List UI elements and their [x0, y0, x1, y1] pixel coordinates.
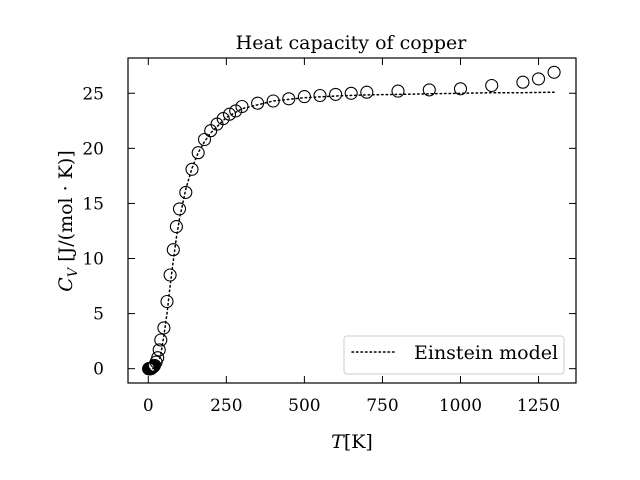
data-point — [185, 162, 199, 176]
data-point — [154, 333, 168, 347]
data-point — [344, 86, 358, 100]
data-point — [157, 321, 171, 335]
y-axis-ticks: 0 5 10 15 20 25 — [82, 84, 576, 380]
data-point — [266, 94, 280, 108]
y-tick-label: 0 — [93, 360, 104, 380]
data-point — [531, 72, 546, 86]
data-point — [251, 96, 265, 110]
data-point — [222, 107, 237, 121]
x-tick-label: 250 — [210, 396, 242, 416]
data-point — [151, 351, 165, 365]
data-points — [142, 65, 561, 376]
x-tick-label: 0 — [143, 396, 154, 416]
y-axis-title: CV [J/(mol · K)] — [55, 150, 81, 292]
data-point — [144, 362, 158, 376]
data-point — [485, 78, 499, 93]
data-point — [163, 268, 177, 282]
data-point — [297, 90, 311, 104]
legend-label: Einstein model — [414, 342, 558, 364]
data-point — [152, 343, 166, 357]
legend-box — [343, 335, 565, 375]
x-tick-label: 750 — [366, 396, 398, 416]
data-point — [516, 75, 530, 89]
data-point — [179, 185, 193, 199]
data-point — [282, 92, 296, 106]
data-point — [160, 294, 174, 309]
x-tick-label: 1250 — [517, 396, 560, 416]
data-point — [313, 88, 327, 103]
data-point — [169, 220, 183, 234]
data-point — [360, 85, 374, 99]
data-point — [235, 99, 249, 114]
data-point — [422, 83, 436, 97]
chart-title: Heat capacity of copper — [236, 32, 468, 54]
y-tick-label: 20 — [82, 139, 104, 159]
x-axis-ticks: 0 250 500 750 1000 1250 — [143, 58, 560, 416]
einstein-model-polyline — [147, 91, 555, 370]
data-point — [204, 124, 218, 138]
legend: Einstein model — [343, 335, 565, 375]
plot-frame — [127, 57, 577, 384]
data-point — [172, 202, 187, 216]
x-tick-label: 500 — [288, 396, 320, 416]
data-point — [329, 87, 343, 101]
data-point — [191, 146, 205, 160]
data-point — [166, 243, 180, 257]
data-point — [547, 65, 561, 79]
x-tick-label: 1000 — [439, 396, 482, 416]
einstein-model-line — [147, 91, 555, 370]
y-tick-label: 25 — [82, 84, 104, 104]
data-point — [453, 82, 468, 96]
data-point — [197, 132, 212, 147]
x-axis-title: T[K] — [331, 431, 373, 453]
y-tick-label: 5 — [93, 305, 104, 325]
data-point — [391, 84, 405, 98]
y-tick-label: 10 — [82, 250, 104, 270]
y-tick-label: 15 — [82, 194, 104, 214]
